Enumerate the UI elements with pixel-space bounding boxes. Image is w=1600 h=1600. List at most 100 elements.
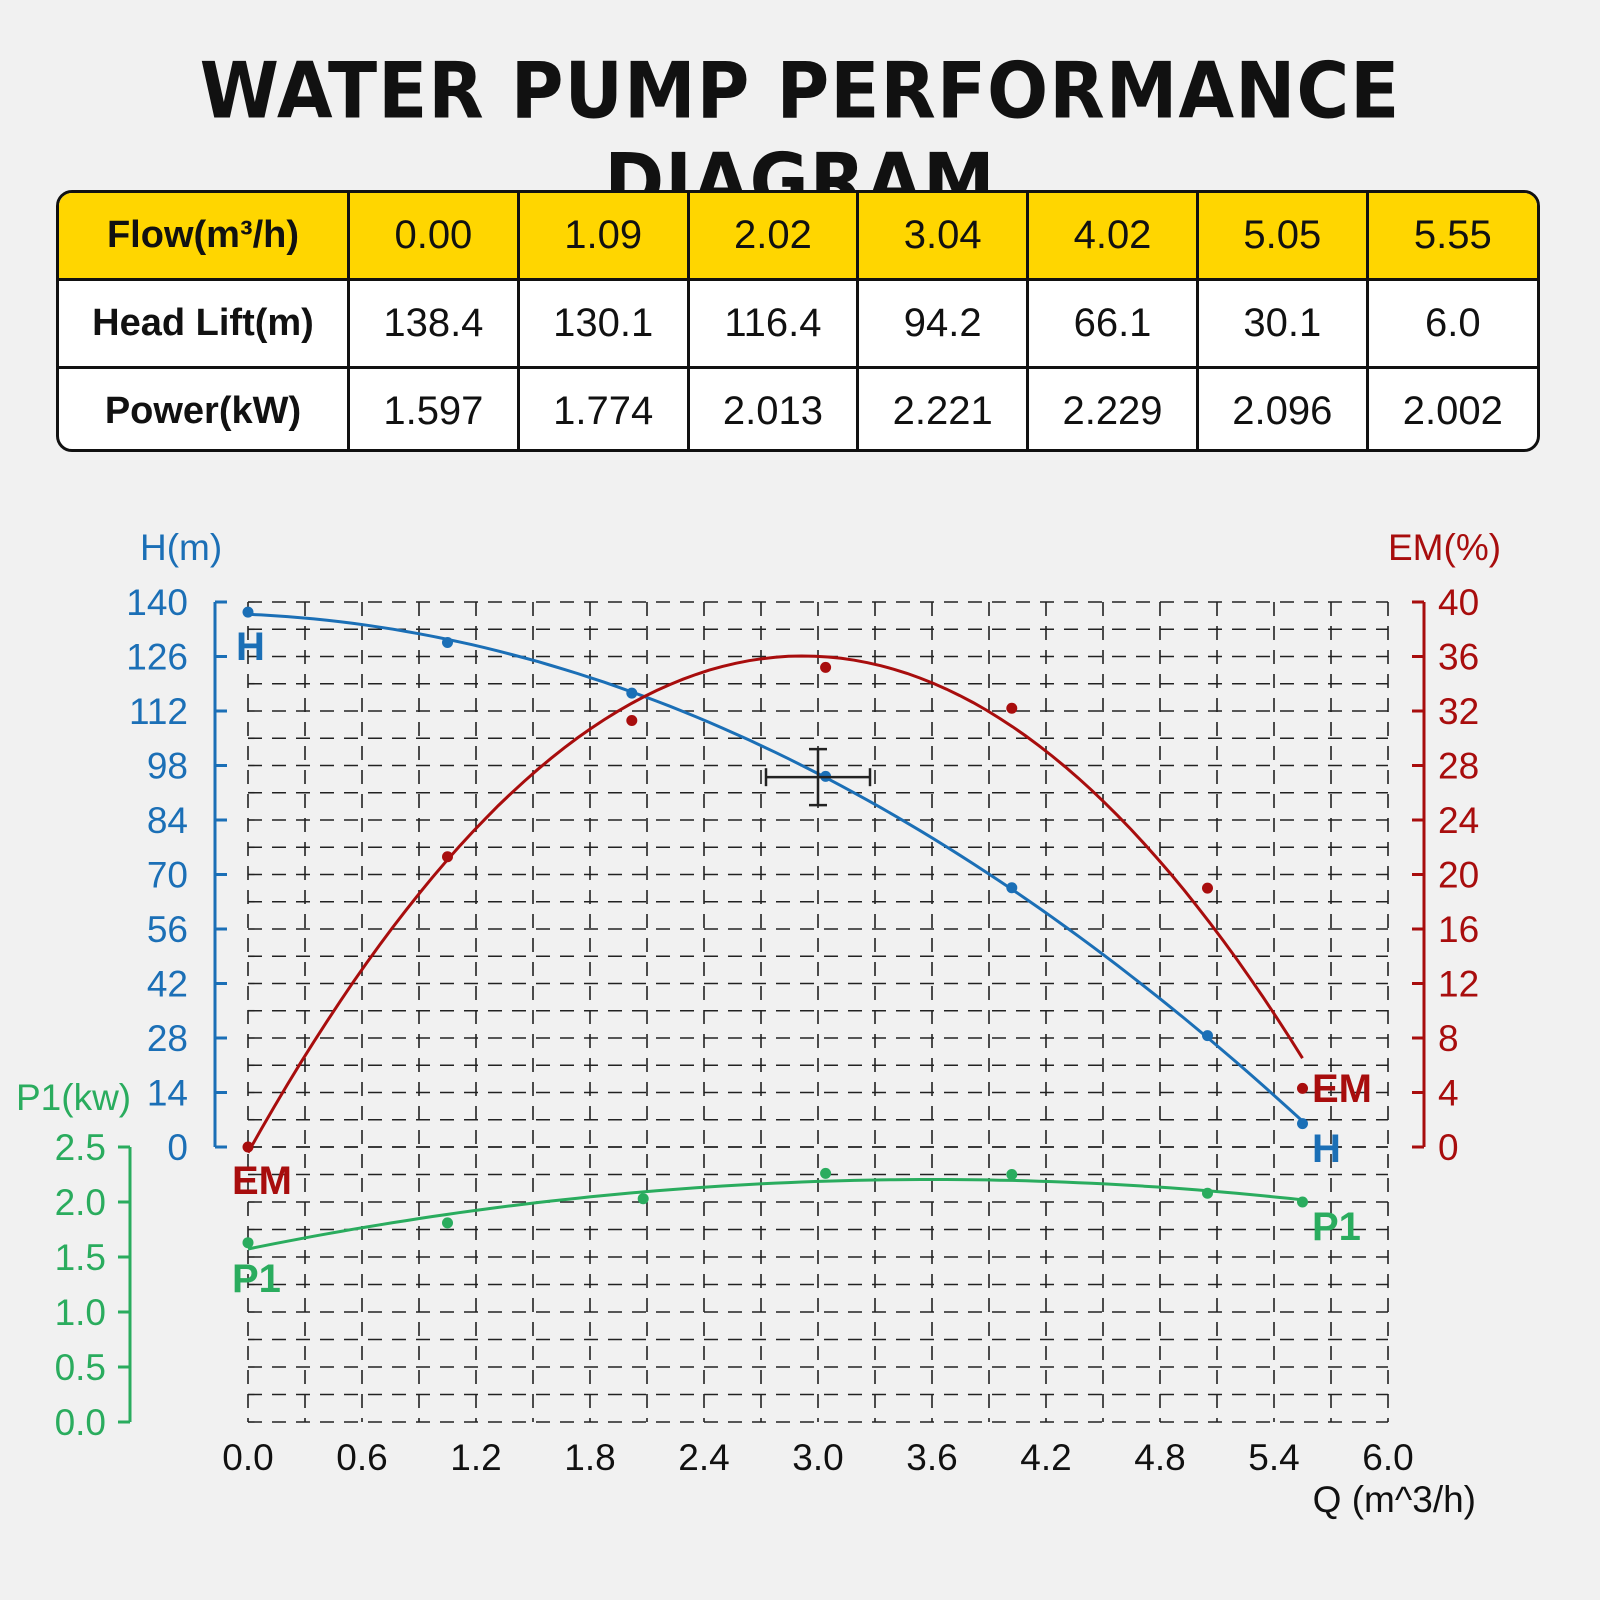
p1-data-point xyxy=(242,1237,254,1249)
h-axis-tick-label: 70 xyxy=(147,855,188,896)
h-curve-label: H xyxy=(1312,1127,1341,1171)
p1-curve-label: P1 xyxy=(232,1257,281,1301)
em-axis-tick-label: 20 xyxy=(1438,855,1479,896)
flow-cell: 4.02 xyxy=(1027,193,1199,281)
row-label: Power(kW) xyxy=(59,367,350,449)
x-axis-tick-label: 1.8 xyxy=(564,1437,615,1478)
h-axis-tick-label: 56 xyxy=(147,909,188,950)
flow-cell: 0.00 xyxy=(348,193,520,281)
flow-header-label: Flow(m³/h) xyxy=(59,193,350,281)
h-data-point xyxy=(1006,882,1018,894)
h-axis-tick-label: 84 xyxy=(147,800,188,841)
x-axis-tick-label: 2.4 xyxy=(678,1437,729,1478)
x-axis-tick-label: 0.0 xyxy=(222,1437,273,1478)
x-axis-tick-label: 3.0 xyxy=(792,1437,843,1478)
em-axis-tick-label: 8 xyxy=(1438,1018,1459,1059)
flow-cell: 3.04 xyxy=(857,193,1030,281)
table-cell: 138.4 xyxy=(348,279,520,369)
table-cell: 1.774 xyxy=(518,367,690,449)
h-axis-tick-label: 112 xyxy=(129,691,188,732)
table-cell: 66.1 xyxy=(1027,279,1199,369)
em-axis-label: EM(%) xyxy=(1388,527,1501,568)
p1-axis-tick-label: 1.5 xyxy=(55,1237,106,1278)
table-row-head-lift: Head Lift(m) 138.4 130.1 116.4 94.2 66.1… xyxy=(59,279,1537,369)
table-header-row: Flow(m³/h) 0.00 1.09 2.02 3.04 4.02 5.05… xyxy=(59,193,1537,281)
p1-axis-tick-label: 2.5 xyxy=(55,1127,106,1168)
flow-cell: 5.05 xyxy=(1197,193,1369,281)
em-curve-label: EM xyxy=(1312,1067,1372,1111)
table-cell: 6.0 xyxy=(1367,279,1537,369)
p1-data-point xyxy=(1202,1187,1213,1199)
h-data-point xyxy=(1297,1118,1308,1130)
p1-data-point xyxy=(1297,1196,1308,1208)
table-cell: 2.013 xyxy=(688,367,860,449)
em-data-point xyxy=(1297,1082,1308,1094)
performance-table: Flow(m³/h) 0.00 1.09 2.02 3.04 4.02 5.05… xyxy=(56,190,1540,452)
h-axis-tick-label: 28 xyxy=(147,1018,188,1059)
p1-data-point xyxy=(637,1193,649,1205)
row-label: Head Lift(m) xyxy=(59,279,350,369)
em-axis-tick-label: 28 xyxy=(1438,746,1479,787)
em-axis-tick-label: 16 xyxy=(1438,909,1479,950)
p1-axis-tick-label: 0.5 xyxy=(55,1347,106,1388)
x-axis-tick-label: 1.2 xyxy=(450,1437,501,1478)
h-axis-label: H(m) xyxy=(140,527,222,568)
x-axis-tick-label: 4.2 xyxy=(1020,1437,1071,1478)
em-curve xyxy=(246,654,1304,1154)
p1-axis-tick-label: 2.0 xyxy=(55,1182,106,1223)
p1-data-point xyxy=(820,1167,832,1179)
flow-cell: 1.09 xyxy=(518,193,690,281)
h-axis-tick-label: 140 xyxy=(126,582,188,623)
em-axis-tick-label: 36 xyxy=(1438,637,1479,678)
h-axis-tick-label: 42 xyxy=(147,964,188,1005)
p1-axis-tick-label: 1.0 xyxy=(55,1292,106,1333)
em-data-point xyxy=(1006,702,1018,714)
h-data-point xyxy=(242,606,254,618)
h-axis-tick-label: 98 xyxy=(147,746,188,787)
x-axis-tick-label: 3.6 xyxy=(906,1437,957,1478)
x-axis-tick-label: 5.4 xyxy=(1248,1437,1299,1478)
flow-cell: 2.02 xyxy=(688,193,860,281)
x-axis-tick-label: 4.8 xyxy=(1134,1437,1185,1478)
table-cell: 30.1 xyxy=(1197,279,1369,369)
h-axis-tick-label: 0 xyxy=(167,1127,188,1168)
em-axis-tick-label: 4 xyxy=(1438,1073,1459,1114)
em-curve-label: EM xyxy=(232,1159,292,1203)
em-data-point xyxy=(626,715,638,727)
em-axis-tick-label: 32 xyxy=(1438,691,1479,732)
table-cell: 2.096 xyxy=(1197,367,1369,449)
em-data-point xyxy=(1202,882,1213,894)
table-cell: 1.597 xyxy=(348,367,520,449)
table-cell: 116.4 xyxy=(688,279,860,369)
h-data-point xyxy=(626,687,638,699)
p1-data-point xyxy=(1006,1169,1018,1180)
table-row-power: Power(kW) 1.597 1.774 2.013 2.221 2.229 … xyxy=(59,367,1537,449)
x-axis-tick-label: 6.0 xyxy=(1362,1437,1413,1478)
h-data-point xyxy=(442,636,453,648)
em-data-point xyxy=(442,851,453,863)
page-title: WATER PUMP PERFORMANCE DIAGRAM xyxy=(199,45,1401,227)
table-cell: 130.1 xyxy=(518,279,690,369)
em-axis-tick-label: 12 xyxy=(1438,964,1479,1005)
h-axis-tick-label: 14 xyxy=(147,1073,188,1114)
h-data-point xyxy=(1202,1030,1213,1042)
flow-cell: 5.55 xyxy=(1367,193,1537,281)
em-axis-tick-label: 24 xyxy=(1438,800,1479,841)
table-cell: 2.002 xyxy=(1402,389,1503,433)
table-cell: 2.229 xyxy=(1027,367,1199,449)
table-cell: 94.2 xyxy=(857,279,1030,369)
h-curve xyxy=(247,612,1304,1123)
em-data-point xyxy=(820,661,832,673)
em-axis-tick-label: 0 xyxy=(1438,1127,1459,1168)
em-axis-tick-label: 40 xyxy=(1438,582,1479,623)
em-data-point xyxy=(242,1141,254,1153)
h-curve-label: H xyxy=(236,625,265,669)
x-axis-tick-label: 0.6 xyxy=(336,1437,387,1478)
p1-axis-label: P1(kw) xyxy=(16,1077,131,1118)
h-axis-tick-label: 126 xyxy=(126,637,188,678)
x-axis-label: Q (m^3/h) xyxy=(1313,1479,1476,1520)
p1-data-point xyxy=(442,1217,453,1229)
p1-curve-label: P1 xyxy=(1312,1205,1361,1249)
p1-curve xyxy=(247,1178,1303,1251)
